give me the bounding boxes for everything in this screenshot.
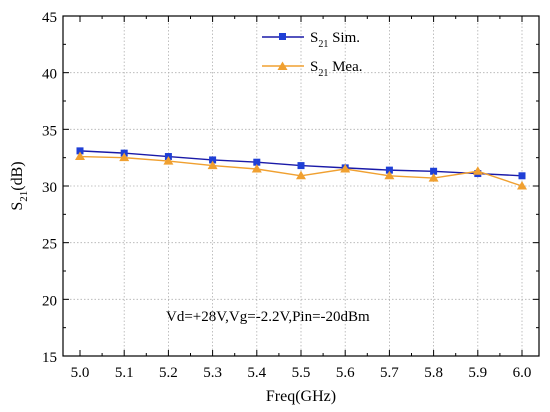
x-tick-label: 5.6 [336, 365, 355, 381]
x-tick-label: 5.8 [424, 365, 443, 381]
grid [63, 16, 539, 356]
point-mea [251, 164, 262, 173]
x-tick-label: 5.4 [247, 365, 266, 381]
x-tick-label: 5.1 [115, 365, 134, 381]
point-mea [517, 181, 527, 190]
y-tick-label: 15 [42, 350, 57, 366]
point-sim [297, 162, 305, 170]
legend-label-mea: S21 Mea. [310, 59, 363, 79]
point-sim [518, 172, 526, 180]
x-tick-label: 5.9 [468, 365, 487, 381]
y-tick-label: 25 [42, 237, 57, 253]
legend-marker-mea [277, 61, 288, 70]
point-sim [76, 147, 84, 155]
x-tick-label: 6.0 [513, 365, 532, 381]
x-tick-label: 5.7 [380, 365, 399, 381]
y-axis-title: S21(dB) [9, 161, 30, 210]
x-axis-title: Freq(GHz) [266, 388, 336, 405]
point-sim [209, 156, 217, 164]
y-tick-label: 20 [42, 293, 57, 309]
point-mea [75, 151, 85, 161]
x-tick-label: 5.0 [71, 365, 90, 381]
x-tick-label: 5.2 [159, 365, 178, 381]
legend-entry-sim: S21 Sim. [262, 30, 360, 50]
point-mea [428, 173, 439, 182]
point-mea [472, 166, 483, 175]
x-tick-label: 5.3 [203, 365, 222, 381]
point-sim [430, 167, 438, 175]
point-sim [385, 166, 393, 174]
y-tick-label: 30 [42, 180, 57, 196]
axis-ticks: 5.0 5.1 5.2 5.3 5.4 5.5 5.6 5.7 5.8 5.9 6.0 15 20 25 3… [42, 10, 539, 381]
point-mea [296, 170, 306, 180]
y-tick-label: 40 [42, 67, 57, 83]
point-mea [207, 160, 218, 170]
bias-annotation: Vd=+28V,Vg=-2.2V,Pin=-20dBm [166, 309, 370, 325]
point-sim [253, 158, 261, 166]
legend-marker-sim [279, 33, 286, 40]
legend-entry-mea: S21 Mea. [262, 59, 363, 79]
y-tick-label: 45 [42, 10, 57, 26]
legend-label-sim: S21 Sim. [310, 30, 360, 50]
y-tick-label: 35 [42, 123, 57, 139]
point-mea [384, 170, 395, 180]
point-mea [119, 152, 130, 162]
series-area [75, 147, 527, 190]
point-mea [340, 164, 351, 173]
point-mea [163, 156, 174, 165]
legend: S21 Sim. S21 Mea. [262, 30, 363, 79]
x-tick-label: 5.5 [292, 365, 311, 381]
